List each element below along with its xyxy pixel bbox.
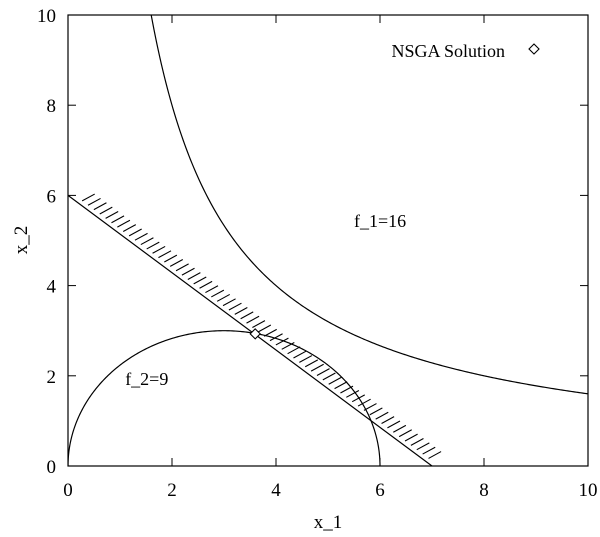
x-tick-label: 0 [63, 480, 73, 501]
f1-contour-curve [150, 15, 588, 395]
solution-markers [249, 328, 261, 340]
y-axis-label: x_2 [11, 226, 32, 255]
x-tick-label: 2 [167, 480, 177, 501]
axis-ticks [67, 14, 589, 467]
y-tick-label: 2 [47, 367, 57, 388]
x-tick-label: 8 [479, 480, 489, 501]
nsga-solution-marker [249, 328, 261, 340]
x-tick-label: 6 [375, 480, 385, 501]
x-tick-label: 10 [579, 480, 598, 501]
x-axis-label: x_1 [314, 512, 343, 533]
y-tick-label: 6 [47, 186, 57, 207]
f1-curve-label: f_1=16 [354, 211, 406, 231]
y-tick-label: 10 [37, 6, 56, 27]
y-tick-label: 8 [47, 96, 57, 117]
f2-contour-curve [68, 330, 381, 466]
constraint-line [68, 194, 433, 466]
plot-frame [67, 14, 589, 467]
x-tick-labels: 0 2 4 6 8 10 [63, 480, 597, 501]
x-tick-label: 4 [271, 480, 281, 501]
legend: NSGA Solution [391, 41, 540, 61]
constraint-hatching [81, 193, 442, 459]
y-tick-labels: 0 2 4 6 8 10 [37, 6, 57, 478]
plot-curves [68, 15, 588, 466]
f2-curve-label: f_2=9 [125, 369, 168, 389]
y-tick-label: 0 [47, 457, 57, 478]
legend-label-nsga: NSGA Solution [391, 41, 505, 61]
legend-marker-diamond [528, 43, 540, 55]
y-tick-label: 4 [47, 277, 57, 298]
